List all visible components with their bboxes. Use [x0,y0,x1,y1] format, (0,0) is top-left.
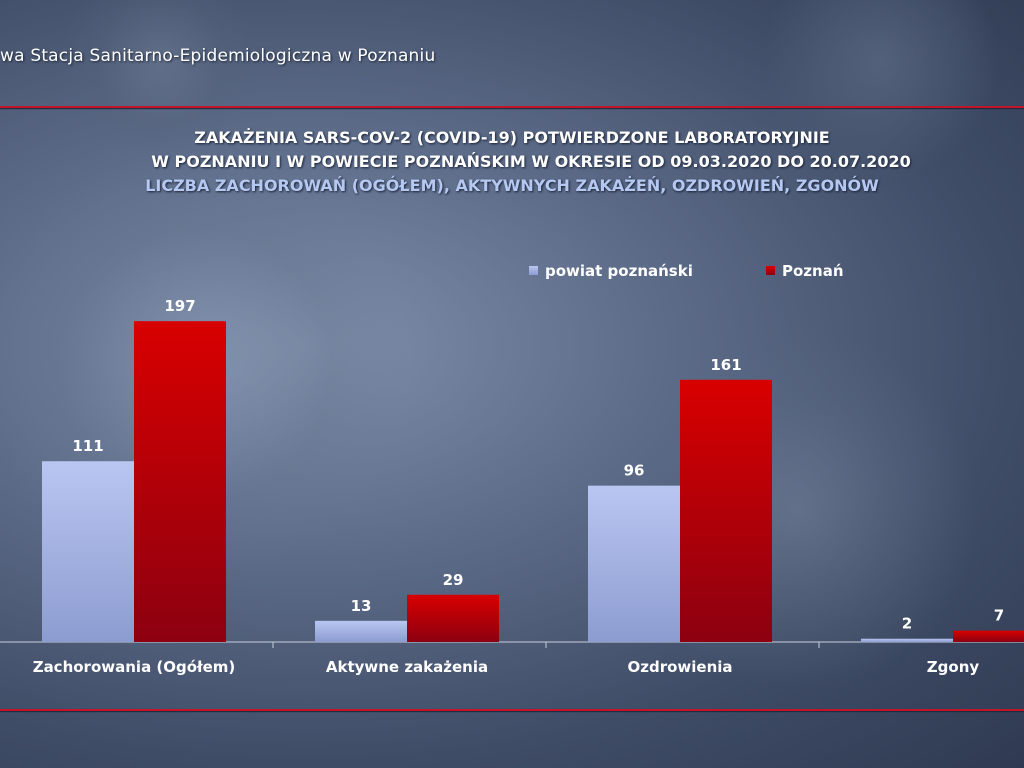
category-label: Ozdrowienia [627,658,732,676]
legend-swatch [529,266,538,275]
bar-poznan-3 [953,630,1024,642]
chart-title-line-2: W POZNANIU I W POWIECIE POZNAŃSKIM W OKR… [151,152,911,171]
value-label: 111 [72,437,103,455]
bar-poznan-2 [680,379,772,642]
value-labels-group: 111 13 96 2 197 29 161 7 [72,297,1004,633]
category-label: Zachorowania (Ogółem) [33,658,236,676]
chart-title: ZAKAŻENIA SARS-COV-2 (COVID-19) POTWIERD… [194,128,830,147]
background-virus-image [60,0,260,160]
value-label: 7 [994,607,1004,625]
category-label: Aktywne zakażenia [326,658,488,676]
bottom-divider [0,709,1024,711]
value-label: 13 [351,597,372,615]
bar-powiat-0 [42,461,134,642]
bar-powiat-1 [315,620,407,642]
value-label: 96 [624,462,645,480]
bar-poznan-1 [407,594,499,642]
value-label: 161 [710,356,741,374]
top-divider [0,106,1024,108]
value-label: 2 [902,615,912,633]
value-label: 29 [443,571,464,589]
bar-powiat-2 [588,485,680,642]
chart-title-block: ZAKAŻENIA SARS-COV-2 (COVID-19) POTWIERD… [0,126,1024,198]
legend-label: Poznań [782,262,844,280]
chart-legend: powiat poznański Poznań [529,262,844,280]
legend-label: powiat poznański [545,262,693,280]
chart-subtitle: LICZBA ZACHOROWAŃ (OGÓŁEM), AKTYWNYCH ZA… [145,176,879,195]
category-labels-group: Zachorowania (Ogółem) Aktywne zakażenia Oz… [33,658,980,676]
x-axis [0,641,1024,648]
category-label: Zgony [927,658,980,676]
bar-powiat-3 [861,638,953,642]
institution-name: wa Stacja Sanitarno-Epidemiologiczna w P… [0,46,436,66]
legend-swatch [766,266,775,275]
value-label: 197 [164,297,195,315]
bars-group [42,321,1024,642]
bar-poznan-0 [134,321,226,642]
